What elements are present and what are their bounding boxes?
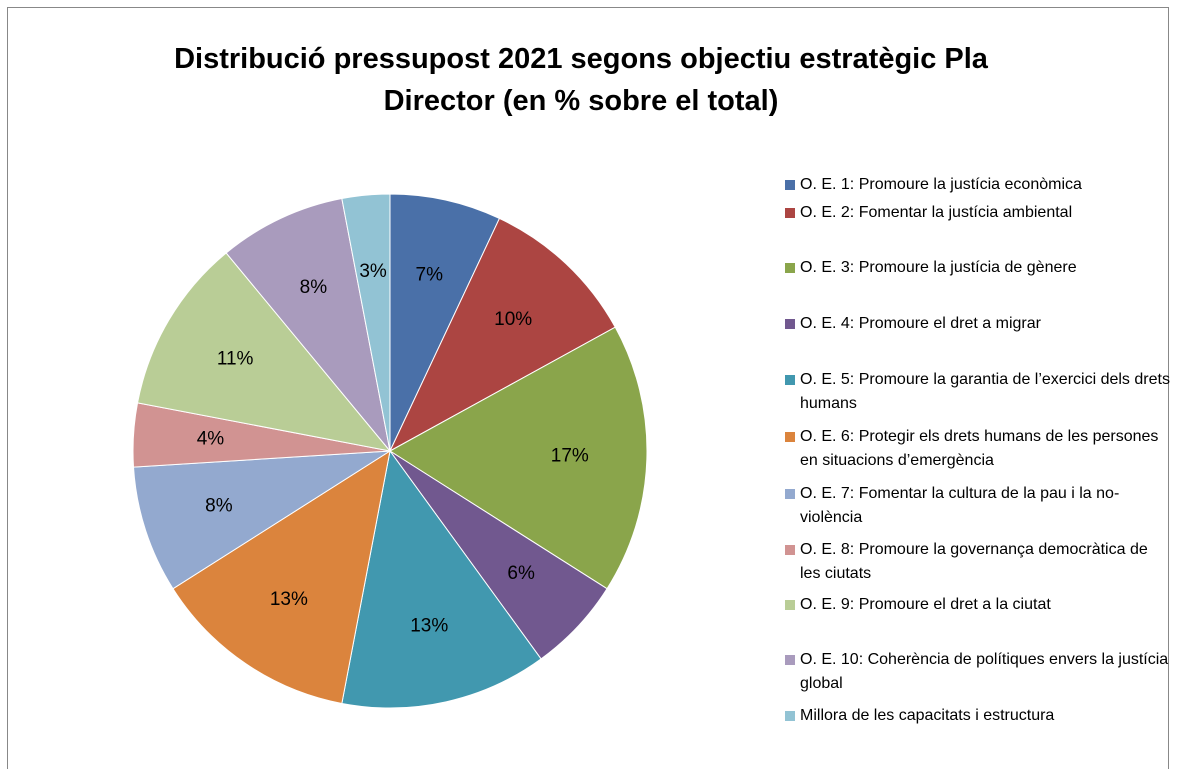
slice-label: 17%: [551, 446, 589, 467]
legend-label: O. E. 4: Promoure el dret a migrar: [800, 315, 1041, 332]
legend-swatch: [785, 319, 795, 329]
legend-swatch: [785, 655, 795, 665]
legend-swatch: [785, 375, 795, 385]
legend-item: O. E. 8: Promoure la governança democràt…: [785, 538, 1170, 586]
legend-swatch: [785, 208, 795, 218]
legend-label: O. E. 3: Promoure la justícia de gènere: [800, 259, 1077, 276]
legend-swatch: [785, 489, 795, 499]
legend-label: O. E. 5: Promoure la garantia de l’exerc…: [800, 371, 1170, 412]
pie-slice: [172, 449, 391, 705]
pie-slice: [341, 449, 542, 709]
pie-slice: [136, 252, 392, 452]
pie-slice: [389, 326, 648, 590]
legend-label: O. E. 7: Fomentar la cultura de la pau i…: [800, 485, 1120, 526]
chart-title: Distribució pressupost 2021 segons objec…: [174, 43, 988, 117]
legend-item: O. E. 4: Promoure el dret a migrar: [785, 312, 1170, 336]
pie-slice: [389, 193, 501, 452]
slice-label: 13%: [410, 616, 448, 637]
legend-item: O. E. 1: Promoure la justícia econòmica: [785, 173, 1170, 197]
pie-slice: [132, 450, 391, 590]
legend-swatch: [785, 711, 795, 721]
legend-swatch: [785, 263, 795, 273]
legend-label: Millora de les capacitats i estructura: [800, 707, 1055, 724]
legend-item: O. E. 7: Fomentar la cultura de la pau i…: [785, 482, 1170, 530]
slice-label: 7%: [416, 264, 444, 285]
legend-item: O. E. 3: Promoure la justícia de gènere: [785, 256, 1170, 280]
legend-label: O. E. 2: Fomentar la justícia ambiental: [800, 204, 1073, 221]
pie-slice: [341, 193, 391, 452]
legend-label: O. E. 8: Promoure la governança democràt…: [800, 541, 1148, 582]
chart-frame: [7, 7, 1169, 769]
pie-slice: [388, 217, 616, 453]
pie-slice: [225, 197, 391, 452]
legend-label: O. E. 10: Coherència de polítiques enver…: [800, 651, 1169, 692]
slice-label: 3%: [359, 261, 387, 282]
legend-item: O. E. 2: Fomentar la justícia ambiental: [785, 201, 1170, 225]
legend-swatch: [785, 545, 795, 555]
legend-item: O. E. 6: Protegir els drets humans de le…: [785, 425, 1170, 473]
legend-item: Millora de les capacitats i estructura: [785, 704, 1170, 728]
legend-label: O. E. 6: Protegir els drets humans de le…: [800, 428, 1159, 469]
slice-label: 4%: [197, 429, 225, 450]
legend-item: O. E. 9: Promoure el dret a la ciutat: [785, 593, 1170, 617]
slice-label: 11%: [217, 348, 254, 369]
slice-label: 8%: [300, 277, 328, 298]
slice-label: 10%: [494, 309, 532, 330]
legend-label: O. E. 1: Promoure la justícia econòmica: [800, 176, 1082, 193]
legend-swatch: [785, 432, 795, 442]
legend-label: O. E. 9: Promoure el dret a la ciutat: [800, 596, 1051, 613]
legend-swatch: [785, 600, 795, 610]
legend-item: O. E. 5: Promoure la garantia de l’exerc…: [785, 368, 1170, 416]
legend-swatch: [785, 180, 795, 190]
slice-label: 13%: [270, 589, 308, 610]
slice-label: 8%: [205, 496, 233, 517]
legend-item: O. E. 10: Coherència de polítiques enver…: [785, 648, 1170, 696]
slice-label: 6%: [507, 563, 535, 584]
